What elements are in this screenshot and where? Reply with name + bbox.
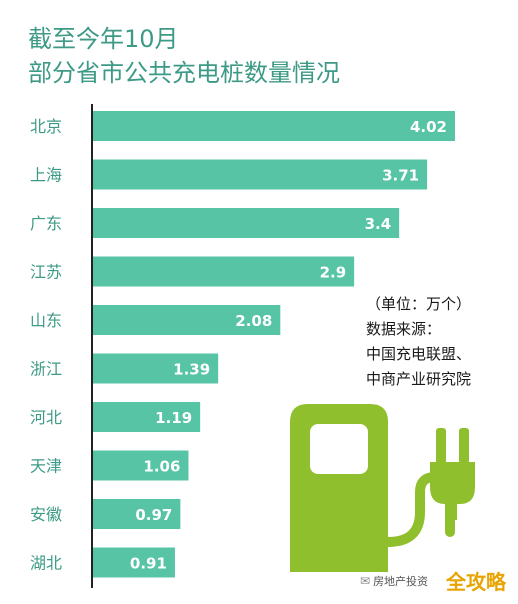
unit-label: （单位：万个） — [366, 295, 472, 313]
category-label: 浙江 — [30, 360, 62, 379]
category-label: 河北 — [30, 408, 62, 427]
source-line-2: 中商产业研究院 — [366, 370, 472, 388]
brand-watermark: 全攻略 — [446, 570, 506, 594]
bar — [93, 547, 175, 578]
bar — [93, 305, 281, 335]
bar — [93, 353, 219, 384]
wechat-icon: ✉ — [360, 574, 371, 588]
category-label: 天津 — [30, 457, 62, 476]
value-label: 3.4 — [365, 215, 392, 233]
account-name: 房地产投资 — [373, 575, 429, 588]
wechat-account-watermark: ✉ 房地产投资 — [360, 573, 428, 589]
category-label: 江苏 — [30, 263, 62, 282]
value-label: 0.97 — [135, 506, 172, 524]
bar — [93, 402, 201, 432]
value-label: 2.9 — [320, 264, 347, 282]
category-label: 上海 — [30, 166, 62, 185]
bar — [93, 208, 400, 238]
title-line-2: 部分省市公共充电桩数量情况 — [28, 59, 340, 87]
bar — [93, 111, 455, 141]
source-line-1: 中国充电联盟、 — [366, 345, 472, 363]
value-label: 1.19 — [155, 409, 192, 427]
category-label: 北京 — [30, 117, 62, 136]
value-label: 2.08 — [235, 312, 272, 330]
value-label: 0.91 — [130, 555, 167, 573]
title-line-1: 截至今年10月 — [28, 25, 179, 53]
value-label: 3.71 — [382, 167, 419, 185]
value-label: 4.02 — [410, 118, 447, 136]
unit-source-note: （单位：万个） 数据来源： 中国充电联盟、 中商产业研究院 — [366, 292, 471, 392]
bar — [93, 159, 428, 190]
category-label: 广东 — [30, 214, 62, 233]
bar — [93, 450, 189, 481]
ev-charging-station-icon — [270, 392, 510, 586]
bar — [93, 256, 355, 287]
category-label: 湖北 — [30, 554, 62, 573]
source-label: 数据来源： — [366, 320, 442, 338]
value-label: 1.06 — [143, 458, 180, 476]
value-label: 1.39 — [173, 361, 210, 379]
category-label: 山东 — [30, 311, 62, 330]
category-label: 安徽 — [30, 505, 62, 524]
chart-title: 截至今年10月 部分省市公共充电桩数量情况 — [28, 22, 340, 90]
bar — [93, 499, 181, 529]
